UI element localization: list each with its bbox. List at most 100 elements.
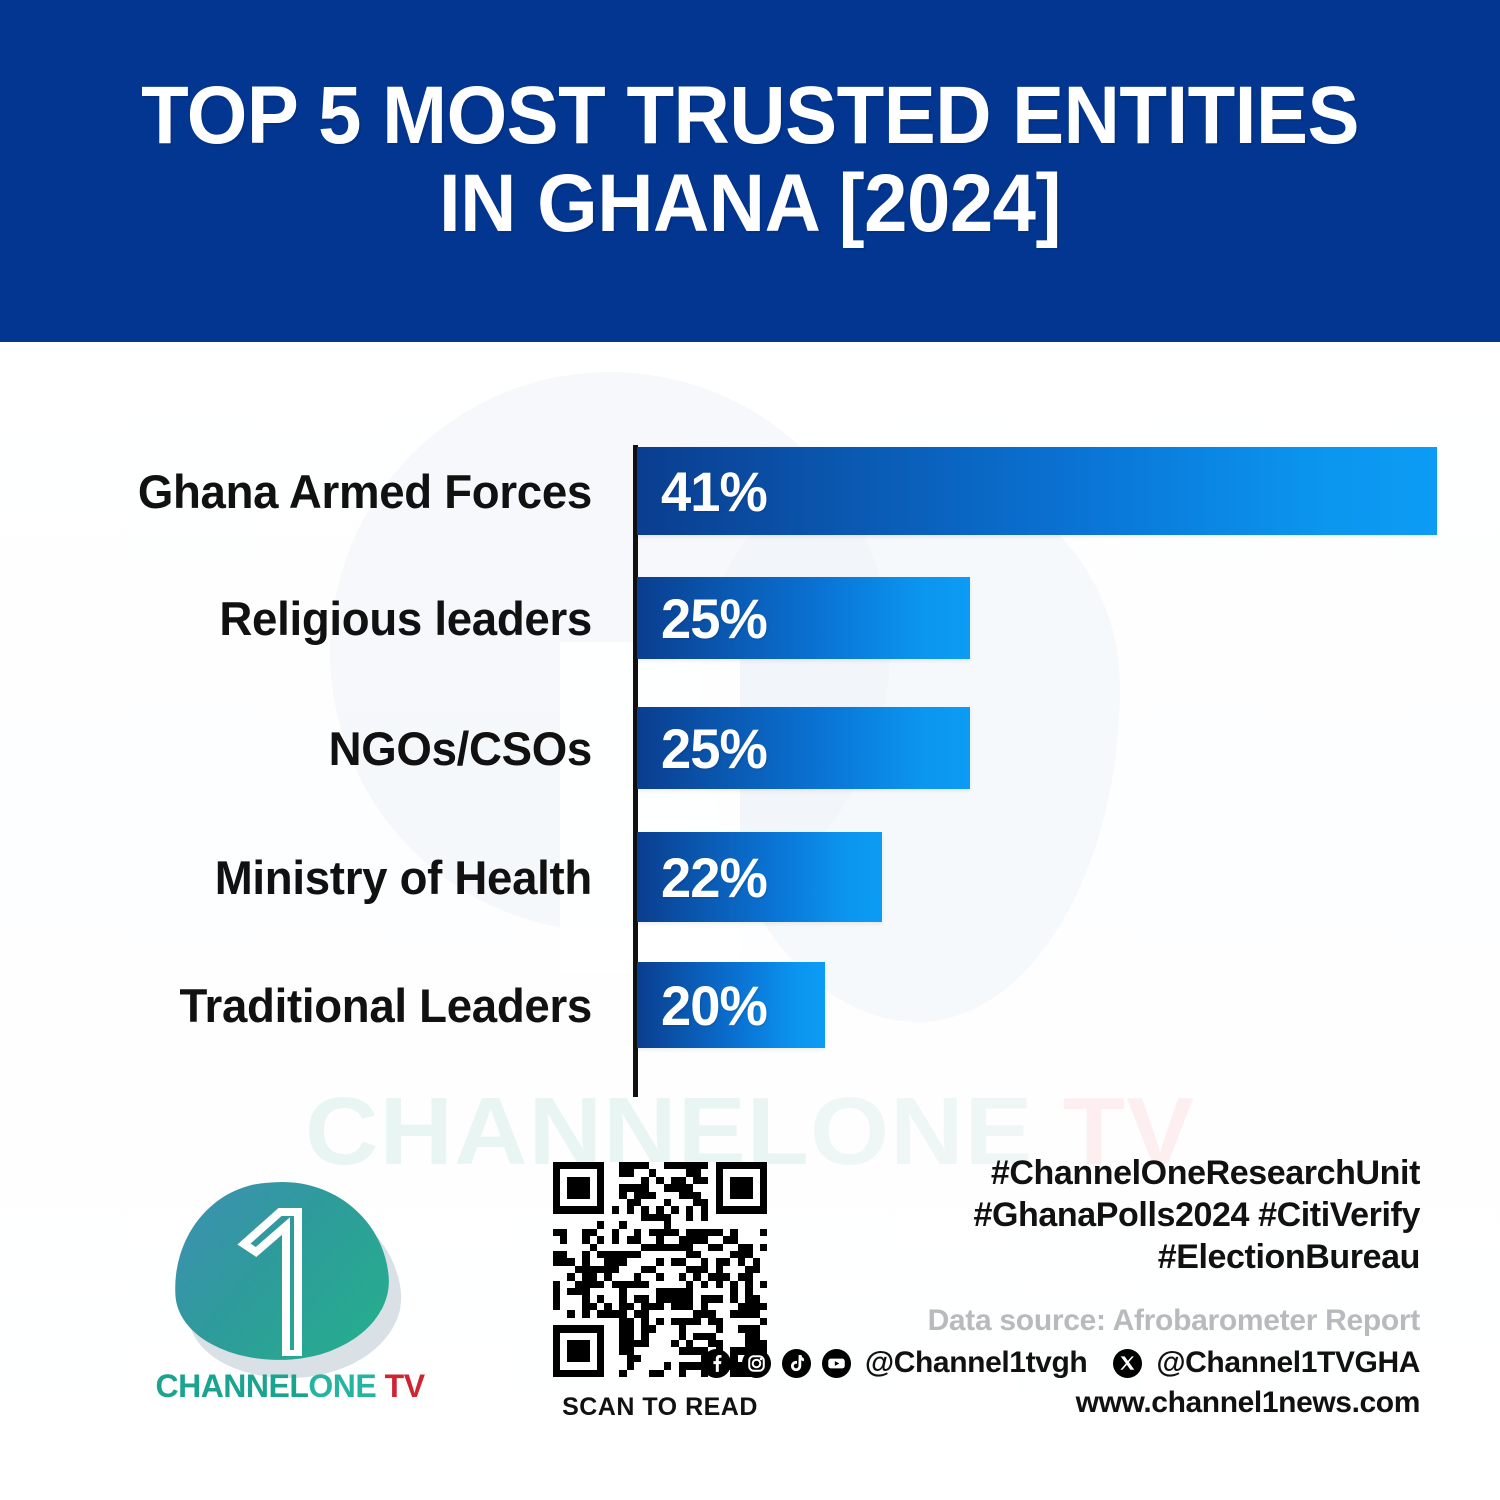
qr-cell <box>604 1228 612 1237</box>
qr-cell <box>648 1265 657 1274</box>
qr-cell <box>552 1288 560 1296</box>
social-row: @Channel1tvgh @Channel1TVGHA <box>701 1346 1420 1380</box>
qr-cell <box>589 1347 597 1355</box>
qr-cell <box>619 1317 627 1326</box>
qr-cell <box>567 1243 575 1251</box>
qr-cell <box>730 1302 738 1311</box>
qr-cell <box>648 1213 657 1222</box>
qr-cell <box>596 1325 605 1333</box>
qr-cell <box>559 1243 568 1251</box>
qr-cell <box>752 1280 761 1289</box>
qr-cell <box>619 1221 627 1229</box>
qr-cell <box>715 1332 724 1340</box>
qr-cell <box>589 1228 597 1237</box>
qr-cell <box>626 1347 635 1355</box>
qr-cell <box>582 1221 590 1229</box>
qr-cell <box>648 1169 657 1177</box>
qr-cell <box>626 1221 635 1229</box>
qr-cell <box>685 1280 694 1289</box>
qr-cell <box>760 1176 768 1185</box>
website-url[interactable]: www.channel1news.com <box>1075 1386 1421 1419</box>
qr-cell <box>737 1184 746 1192</box>
social-handle-x[interactable]: @Channel1TVGHA <box>1156 1346 1420 1379</box>
qr-cell <box>596 1236 605 1244</box>
qr-cell <box>582 1250 590 1259</box>
qr-cell <box>589 1280 597 1289</box>
qr-cell <box>611 1317 620 1326</box>
qr-cell <box>582 1236 590 1244</box>
qr-cell <box>671 1288 679 1296</box>
qr-cell <box>723 1191 731 1200</box>
youtube-icon[interactable] <box>821 1348 852 1379</box>
qr-cell <box>611 1347 620 1355</box>
qr-cell <box>730 1310 738 1318</box>
qr-cell <box>648 1221 657 1229</box>
qr-cell <box>582 1191 590 1200</box>
qr-cell <box>708 1206 716 1214</box>
qr-cell <box>656 1199 664 1207</box>
qr-cell <box>582 1347 590 1355</box>
qr-code[interactable] <box>552 1162 768 1377</box>
logo-text-tv: TV <box>376 1368 425 1404</box>
qr-cell <box>626 1228 635 1237</box>
qr-cell <box>589 1243 597 1251</box>
qr-cell <box>745 1228 753 1237</box>
qr-cell <box>626 1317 635 1326</box>
social-handle-main[interactable]: @Channel1tvgh <box>864 1346 1088 1379</box>
qr-cell <box>634 1191 642 1200</box>
qr-cell <box>596 1362 605 1370</box>
qr-cell <box>737 1162 746 1170</box>
qr-cell <box>723 1280 731 1289</box>
qr-cell <box>559 1162 568 1170</box>
qr-cell <box>552 1280 560 1289</box>
qr-cell <box>715 1325 724 1333</box>
qr-cell <box>582 1273 590 1281</box>
qr-cell <box>752 1310 761 1318</box>
qr-cell <box>634 1302 642 1311</box>
qr-cell <box>708 1250 716 1259</box>
qr-cell <box>693 1191 701 1200</box>
qr-cell <box>663 1302 672 1311</box>
qr-cell <box>596 1213 605 1222</box>
qr-cell <box>552 1325 560 1333</box>
qr-cell <box>685 1169 694 1177</box>
qr-cell <box>752 1213 761 1222</box>
qr-cell <box>760 1265 768 1274</box>
qr-cell <box>715 1199 724 1207</box>
qr-cell <box>730 1228 738 1237</box>
qr-cell <box>685 1302 694 1311</box>
qr-cell <box>589 1250 597 1259</box>
x-twitter-icon[interactable] <box>1112 1348 1143 1379</box>
qr-cell <box>611 1369 620 1377</box>
qr-cell <box>700 1184 709 1192</box>
qr-cell <box>648 1302 657 1311</box>
qr-cell <box>589 1288 597 1296</box>
qr-cell <box>619 1250 627 1259</box>
qr-cell <box>604 1325 612 1333</box>
qr-cell <box>678 1243 686 1251</box>
tiktok-icon[interactable] <box>781 1348 812 1379</box>
qr-cell <box>656 1228 664 1237</box>
qr-cell <box>708 1317 716 1326</box>
qr-cell <box>634 1236 642 1244</box>
qr-cell <box>611 1213 620 1222</box>
qr-cell <box>656 1317 664 1326</box>
qr-cell <box>752 1162 761 1170</box>
qr-cell <box>619 1280 627 1289</box>
qr-cell <box>760 1199 768 1207</box>
qr-cell <box>596 1191 605 1200</box>
qr-cell <box>663 1213 672 1222</box>
qr-cell <box>574 1191 583 1200</box>
qr-cell <box>641 1162 649 1170</box>
logo-wordmark: CHANNELONE TV <box>140 1368 440 1405</box>
qr-cell <box>730 1369 738 1377</box>
qr-cell <box>611 1162 620 1170</box>
facebook-icon[interactable] <box>701 1348 732 1379</box>
qr-cell <box>700 1169 709 1177</box>
qr-cell <box>619 1288 627 1296</box>
qr-cell <box>678 1310 686 1318</box>
qr-cell <box>663 1221 672 1229</box>
qr-cell <box>567 1169 575 1177</box>
qr-cell <box>552 1184 560 1192</box>
instagram-icon[interactable] <box>741 1348 772 1379</box>
